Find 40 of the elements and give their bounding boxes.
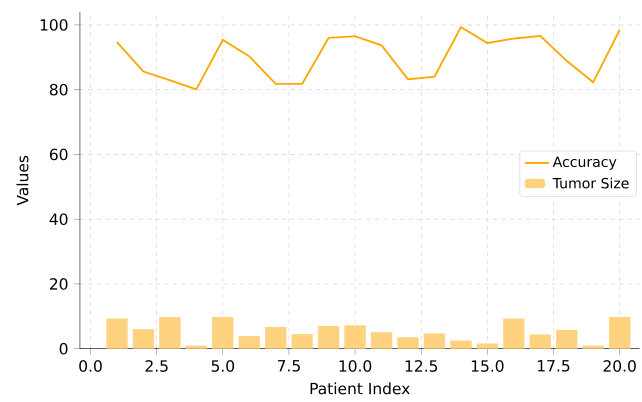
x-tick-label: 20.0: [604, 360, 636, 372]
bar: [106, 318, 128, 349]
bar: [397, 337, 419, 349]
x-tick-label: 7.5: [278, 360, 300, 372]
bar: [292, 334, 313, 349]
bar: [159, 317, 181, 349]
y-tick-label: 60: [50, 148, 68, 160]
bar: [582, 346, 604, 349]
x-axis-title: Patient Index: [310, 382, 410, 395]
bar: [370, 332, 392, 349]
bar: [530, 334, 551, 349]
bar: [503, 318, 524, 349]
y-tick-label: 40: [50, 214, 68, 226]
y-tick-label: 100: [40, 19, 68, 31]
bar: [424, 334, 446, 349]
y-tick-label: 0: [60, 343, 68, 355]
bar: [132, 329, 154, 349]
x-tick-label: 17.5: [538, 360, 570, 372]
bar: [238, 336, 260, 349]
x-tick-label: 2.5: [146, 360, 168, 372]
bar: [476, 344, 498, 349]
x-tick-label: 10.0: [340, 360, 372, 372]
y-tick-label: 80: [50, 84, 68, 96]
bar: [318, 326, 340, 349]
bar: [608, 317, 630, 349]
x-tick-label: 0.0: [79, 360, 102, 372]
x-tick-label: 15.0: [472, 360, 504, 372]
legend-label: Tumor Size: [552, 178, 629, 189]
y-tick-label: 20: [50, 278, 68, 290]
bar: [212, 317, 234, 349]
x-tick-label: 12.5: [406, 360, 438, 372]
bar: [450, 340, 472, 349]
bar: [344, 325, 366, 349]
y-axis-title: Values: [16, 156, 28, 206]
legend-label: Accuracy: [552, 156, 616, 170]
bar: [186, 346, 208, 349]
x-tick-label: 5.0: [212, 360, 234, 372]
line-series: [116, 26, 621, 90]
bar: [556, 330, 578, 349]
bar: [265, 327, 286, 349]
